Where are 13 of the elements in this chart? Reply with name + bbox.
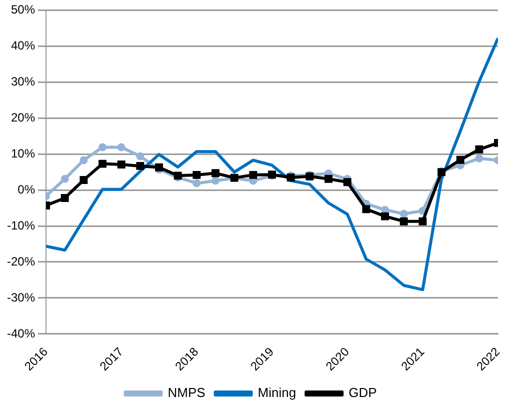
y-tick-label: 40%: [10, 38, 36, 52]
y-tick-label: -10%: [7, 218, 36, 232]
y-tick-label: 30%: [10, 74, 36, 88]
legend-label: NMPS: [168, 385, 206, 400]
y-tick-label: -40%: [7, 326, 36, 340]
y-tick-label: 50%: [10, 2, 36, 17]
y-tick-label: -30%: [7, 290, 36, 304]
legend-label: GDP: [348, 385, 377, 400]
y-tick-label: 10%: [10, 146, 36, 160]
legend-label: Mining: [258, 385, 296, 400]
y-tick-label: -20%: [7, 254, 36, 268]
y-tick-label: 20%: [10, 110, 36, 124]
y-tick-label: 0%: [18, 182, 36, 196]
